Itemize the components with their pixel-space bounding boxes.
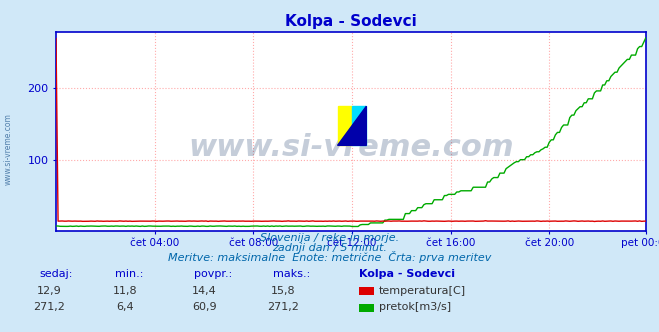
- Polygon shape: [337, 106, 366, 145]
- Text: Kolpa - Sodevci: Kolpa - Sodevci: [359, 269, 455, 279]
- Title: Kolpa - Sodevci: Kolpa - Sodevci: [285, 14, 416, 29]
- Text: min.:: min.:: [115, 269, 144, 279]
- Text: 271,2: 271,2: [34, 302, 65, 312]
- Bar: [337, 106, 352, 145]
- Text: 12,9: 12,9: [37, 286, 62, 296]
- Text: www.si-vreme.com: www.si-vreme.com: [3, 114, 13, 185]
- Text: 6,4: 6,4: [117, 302, 134, 312]
- Bar: [352, 106, 366, 145]
- Text: povpr.:: povpr.:: [194, 269, 233, 279]
- Text: 271,2: 271,2: [268, 302, 299, 312]
- Text: Meritve: maksimalne  Enote: metrične  Črta: prva meritev: Meritve: maksimalne Enote: metrične Črta…: [168, 251, 491, 263]
- Text: 11,8: 11,8: [113, 286, 138, 296]
- Text: sedaj:: sedaj:: [40, 269, 73, 279]
- Text: Slovenija / reke in morje.: Slovenija / reke in morje.: [260, 233, 399, 243]
- Text: 15,8: 15,8: [271, 286, 296, 296]
- Text: 14,4: 14,4: [192, 286, 217, 296]
- Text: temperatura[C]: temperatura[C]: [379, 286, 466, 296]
- Text: maks.:: maks.:: [273, 269, 311, 279]
- Text: 60,9: 60,9: [192, 302, 217, 312]
- Text: pretok[m3/s]: pretok[m3/s]: [379, 302, 451, 312]
- Text: zadnji dan / 5 minut.: zadnji dan / 5 minut.: [272, 243, 387, 253]
- Text: www.si-vreme.com: www.si-vreme.com: [188, 132, 514, 162]
